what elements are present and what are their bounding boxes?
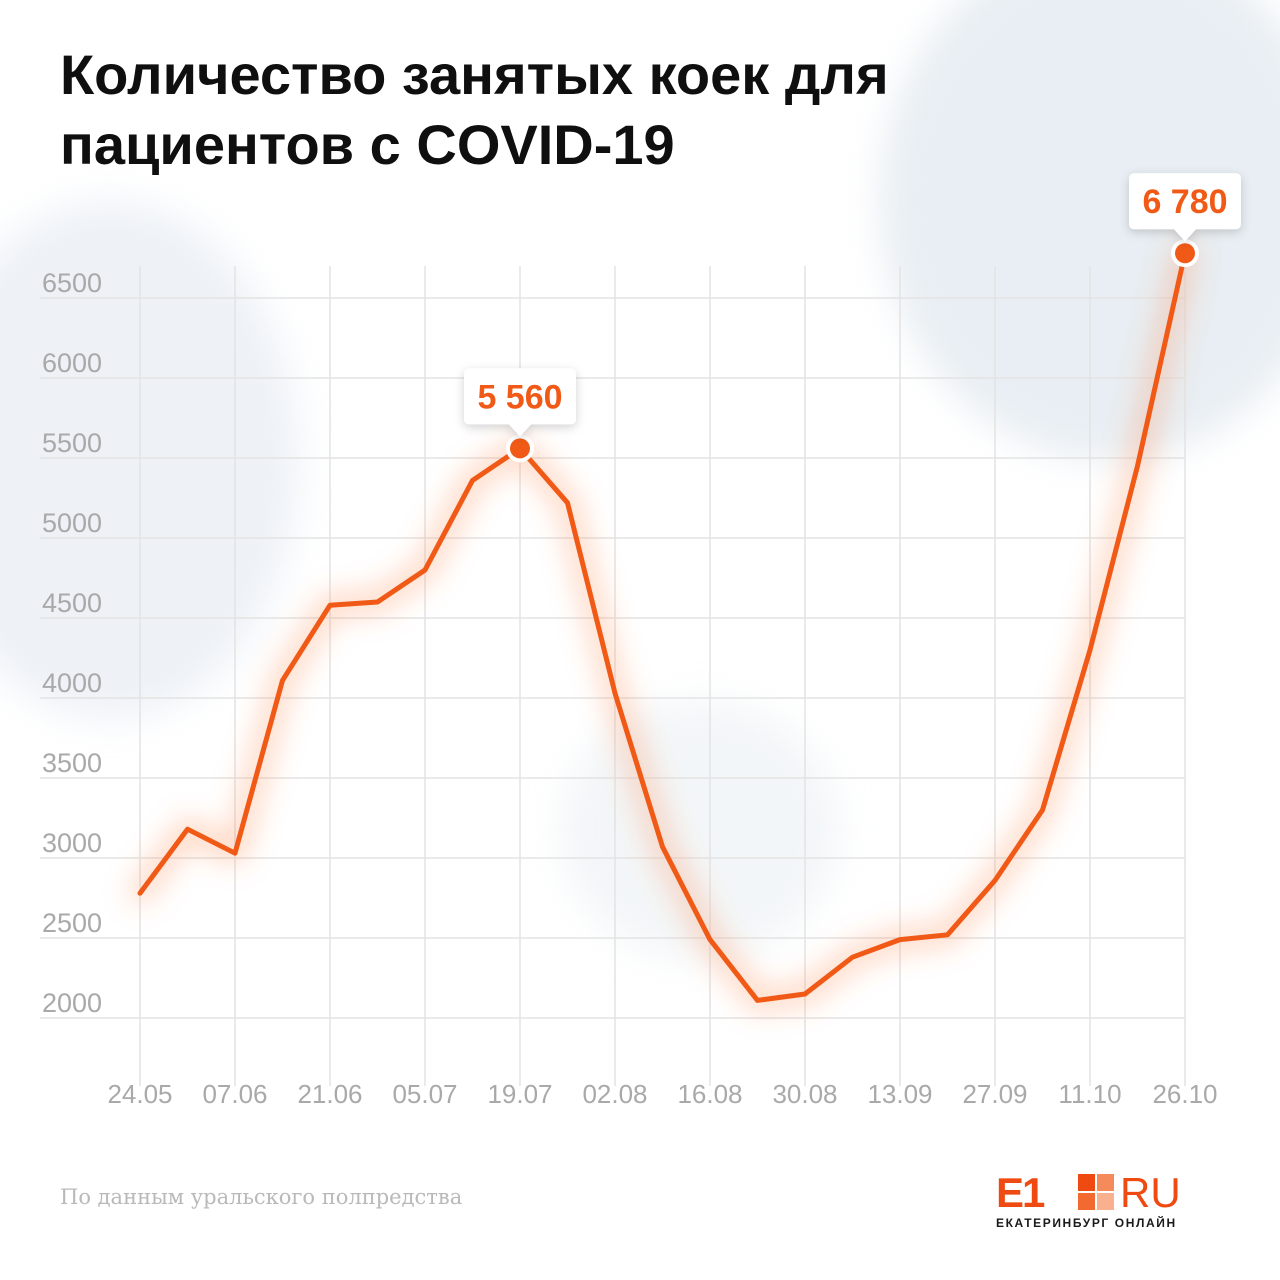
source-note: По данным уральского полпредства: [60, 1185, 463, 1209]
y-tick-label: 6000: [42, 348, 102, 378]
logo-squares-icon: [1078, 1174, 1114, 1210]
highlight-point: [510, 438, 530, 459]
annotations: 5 560 6 780: [464, 173, 1241, 463]
y-tick-label: 2000: [42, 988, 102, 1018]
y-tick-label: 3000: [42, 828, 102, 858]
virus-background-left: [0, 200, 300, 720]
x-tick-label: 24.05: [107, 1079, 172, 1109]
callout-box: [1129, 173, 1241, 242]
x-axis-ticks: 24.05 07.06 21.06 05.07 19.07 02.08 16.08 30.08…: [107, 1079, 1217, 1109]
virus-background-top-right: [880, 0, 1280, 460]
series-line: [137, 250, 1188, 1003]
y-tick-label: 4500: [42, 588, 102, 618]
page-title: Количество занятых коек для пациентов с …: [60, 40, 1060, 180]
x-tick-label: 30.08: [772, 1079, 837, 1109]
x-tick-label: 27.09: [962, 1079, 1027, 1109]
callout-label: 6 780: [1142, 183, 1227, 221]
logo-domain: RU: [1120, 1169, 1181, 1216]
x-tick-label: 21.06: [297, 1079, 362, 1109]
y-tick-label: 4000: [42, 668, 102, 698]
series: [137, 250, 1188, 1003]
x-tick-label: 11.10: [1058, 1079, 1121, 1109]
y-tick-label: 5500: [42, 428, 102, 458]
x-tick-label: 16.08: [677, 1079, 742, 1109]
y-tick-label: 5000: [42, 508, 102, 538]
logo-mark: E1: [996, 1169, 1045, 1216]
title-line-1: Количество занятых коек для: [60, 43, 889, 106]
x-tick-label: 07.06: [202, 1079, 267, 1109]
y-axis-ticks: 2000 2500 3000 3500 4000 4500 5000 5500 6000 6500: [42, 268, 102, 1018]
logo-tagline: ЕКАТЕРИНБУРГ ОНЛАЙН: [996, 1216, 1177, 1230]
x-tick-label: 13.09: [867, 1079, 932, 1109]
callout-box: [464, 368, 576, 437]
line-glow: [130, 243, 1195, 1011]
x-tick-label: 02.08: [582, 1079, 647, 1109]
e1-logo[interactable]: E1 RU ЕКАТЕРИНБУРГ ОНЛАЙН: [996, 1168, 1196, 1232]
y-tick-label: 3500: [42, 748, 102, 778]
x-tick-label: 05.07: [392, 1079, 457, 1109]
x-tick-label: 19.07: [487, 1079, 552, 1109]
callout-label: 5 560: [477, 378, 562, 416]
y-tick-label: 6500: [42, 268, 102, 298]
y-tick-label: 2500: [42, 908, 102, 938]
x-tick-label: 26.10: [1152, 1079, 1217, 1109]
highlight-point: [1175, 243, 1195, 264]
title-line-2: пациентов с COVID-19: [60, 113, 675, 176]
series-line-glow: [130, 243, 1195, 1011]
